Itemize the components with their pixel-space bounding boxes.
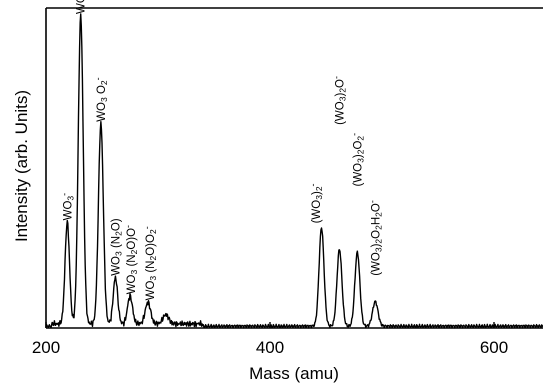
plot-area: [45, 7, 543, 329]
x-ticks: 200400600800: [32, 322, 508, 357]
y-axis-title: Intensity (arb. Units): [12, 90, 31, 242]
peak-labels: WO3- WO3(H2O)- WO3 O2- WO3 (N2O)WO3 (N2O)O-…: [59, 0, 383, 300]
peak-label: WO3 (N2O)O2-: [142, 226, 158, 300]
peak-label: (WO3)2O2H2O-: [367, 200, 383, 276]
peak-label: WO3 O2-: [93, 77, 109, 121]
x-tick-label: 400: [256, 338, 284, 357]
x-tick-label: 600: [480, 338, 508, 357]
x-axis-title: Mass (amu): [249, 364, 339, 383]
x-tick-label: 200: [32, 338, 60, 357]
peak-label: WO3-: [59, 193, 75, 221]
peak-label: (WO3)2-: [308, 183, 324, 223]
spectrum-line: [45, 13, 543, 329]
peak-label: (WO3)2O2-: [349, 133, 365, 187]
peak-label: WO3 (N2O)O-: [123, 225, 139, 294]
peak-label: WO3(H2O)-: [73, 0, 89, 14]
peak-label: (WO3)2O-: [331, 76, 347, 125]
peak-label: WO3 (N2O): [110, 218, 123, 276]
